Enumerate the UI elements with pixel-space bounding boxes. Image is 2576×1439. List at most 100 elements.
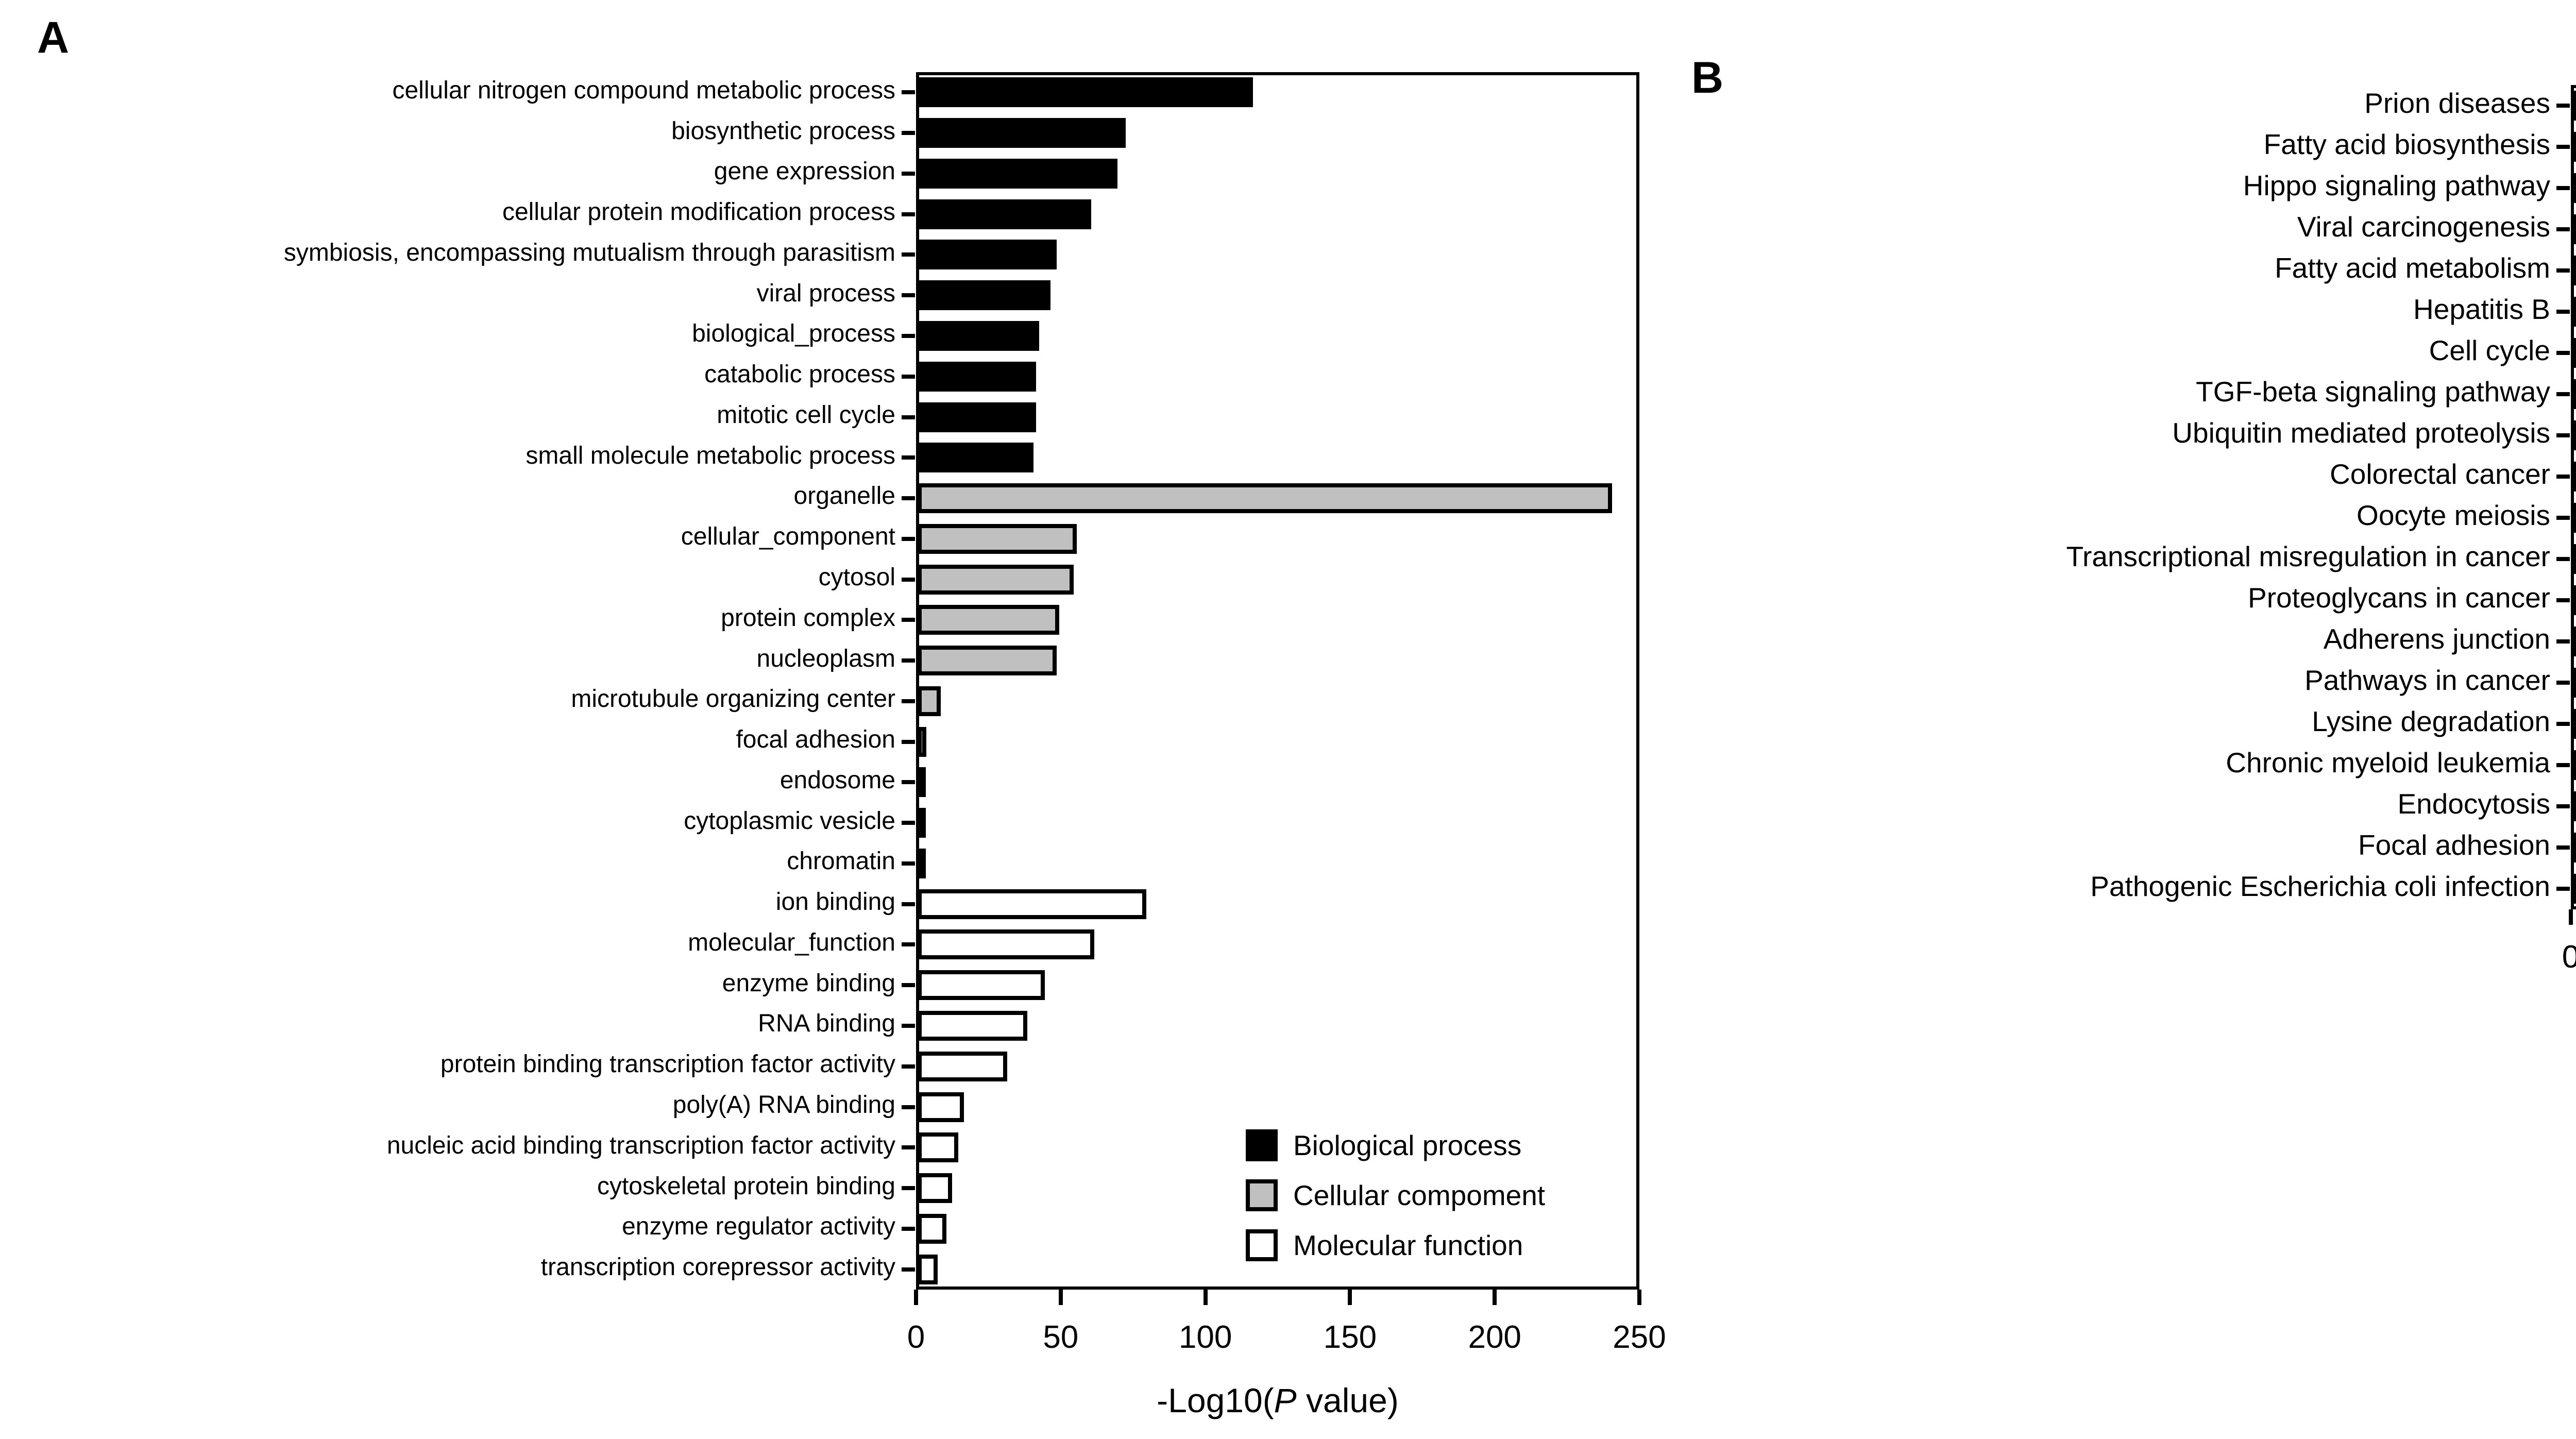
panel-a-bar <box>918 646 1057 676</box>
panel-a-ytick <box>902 821 915 825</box>
panel-b-ytick <box>2556 351 2570 355</box>
panel-a-x-axis-label: -Log10(P value) <box>1157 1381 1399 1419</box>
panel-a-bar <box>918 848 926 878</box>
panel-a-ytick <box>902 496 915 501</box>
panel-b-bar <box>2572 668 2576 698</box>
panel-b-category-label: Cell cycle <box>2429 334 2550 367</box>
panel-a-category-label: transcription corepressor activity <box>540 1254 895 1281</box>
panel-a-category-label: microtubule organizing center <box>571 685 895 713</box>
panel-a-category-label: symbiosis, encompassing mutualism throug… <box>283 239 895 266</box>
panel-a-category-label: cytoplasmic vesicle <box>684 807 895 835</box>
panel-a-xtick-label: 200 <box>1468 1319 1521 1355</box>
panel-b-ytick <box>2556 186 2570 190</box>
panel-b-ytick <box>2556 475 2570 479</box>
panel-a-xtick <box>1493 1290 1497 1305</box>
panel-a-category-label: protein complex <box>721 604 895 632</box>
panel-a-xtick <box>914 1290 918 1305</box>
panel-b-category-label: Colorectal cancer <box>2330 458 2550 490</box>
panel-b-category-label: Proteoglycans in cancer <box>2248 582 2550 614</box>
panel-a-bar <box>918 970 1045 1001</box>
panel-a-category-label: enzyme binding <box>722 969 895 997</box>
panel-b-xtick-label: 0 <box>2562 939 2576 975</box>
panel-a-ytick <box>902 577 915 582</box>
panel-a-category-label: ion binding <box>775 888 895 916</box>
panel-a-ytick <box>902 333 915 338</box>
panel-a-bar <box>918 929 1094 960</box>
panel-a-bar <box>918 564 1074 595</box>
panel-a-xtick-label: 150 <box>1323 1319 1377 1355</box>
panel-b-bar <box>2572 256 2576 285</box>
panel-b-bar <box>2572 297 2576 327</box>
panel-b-category-label: Transcriptional misregulation in cancer <box>2066 540 2551 573</box>
panel-a-category-label: organelle <box>793 482 895 510</box>
legend-label-2: Cellular compoment <box>1293 1179 1546 1211</box>
panel-a-bar <box>918 240 1057 270</box>
panel-a-xtick <box>1637 1290 1641 1305</box>
panel-a-ytick <box>902 171 915 176</box>
panel-a-ytick <box>902 983 915 988</box>
panel-a-xtick-label: 50 <box>1043 1319 1079 1355</box>
panel-a-category-label: cellular_component <box>681 523 895 551</box>
panel-a-bar <box>918 158 1117 189</box>
panel-a-bar <box>918 280 1051 311</box>
panel-a-ytick <box>902 1024 915 1028</box>
panel-b-category-label: Hippo signaling pathway <box>2243 170 2550 202</box>
panel-a-bar <box>918 77 1253 108</box>
panel-a-bar <box>918 1132 958 1163</box>
panel-a-category-label: RNA binding <box>758 1010 895 1038</box>
panel-b-category-label: Focal adhesion <box>2358 829 2550 861</box>
panel-a-ytick <box>902 1105 915 1109</box>
panel-a-xtick <box>1348 1290 1352 1305</box>
panel-a-ytick <box>902 658 915 663</box>
panel-a-letter: A <box>37 13 70 62</box>
panel-b-bar <box>2572 585 2576 615</box>
panel-a-category-label: protein binding transcription factor act… <box>440 1051 895 1078</box>
panel-a-bar <box>918 767 926 798</box>
panel-b-bar <box>2572 379 2576 409</box>
panel-a-category-label: cellular protein modification process <box>502 198 895 226</box>
panel-a-bar <box>918 605 1060 635</box>
panel-a-bar <box>918 686 941 716</box>
panel-b-xtick <box>2569 909 2573 925</box>
panel-a-category-label: biosynthetic process <box>671 117 895 145</box>
panel-b-category-label: Pathways in cancer <box>2304 664 2550 697</box>
panel-a-ytick <box>902 455 915 460</box>
panel-b-bar <box>2572 874 2576 904</box>
panel-b-category-label: Endocytosis <box>2397 788 2550 820</box>
panel-a-category-label: mitotic cell cycle <box>717 401 895 429</box>
panel-a-ytick <box>902 942 915 947</box>
panel-a-category-label: focal adhesion <box>736 726 895 754</box>
panel-a-ytick <box>902 293 915 298</box>
panel-a-ytick <box>902 1226 915 1231</box>
panel-a-category-label: molecular_function <box>688 928 895 956</box>
panel-a-ytick <box>902 1186 915 1191</box>
panel-a-ytick <box>902 252 915 257</box>
panel-b-ytick <box>2556 598 2570 602</box>
panel-a-bar <box>918 320 1039 351</box>
panel-b-ytick <box>2556 227 2570 231</box>
panel-a-bar <box>918 726 926 757</box>
panel-b-bar <box>2572 627 2576 656</box>
panel-b-ytick <box>2556 557 2570 561</box>
panel-a-bar <box>918 889 1146 919</box>
panel-b-ytick <box>2556 722 2570 726</box>
panel-a-ytick <box>902 618 915 622</box>
panel-b-category-label: Fatty acid biosynthesis <box>2263 128 2550 161</box>
panel-b-bar <box>2572 750 2576 780</box>
panel-b-letter: B <box>1691 53 1724 103</box>
panel-b-category-label: Hepatitis B <box>2413 293 2550 326</box>
legend-label-3: Molecular function <box>1293 1229 1523 1261</box>
panel-a-bar <box>918 1173 953 1204</box>
panel-a-ytick <box>902 374 915 379</box>
panel-a-bar <box>918 808 926 838</box>
panel-a-category-label: poly(A) RNA binding <box>672 1091 895 1119</box>
panel-a-ytick <box>902 1064 915 1069</box>
panel-a-bar <box>918 1051 1008 1081</box>
panel-a-ytick <box>902 536 915 541</box>
panel-b-ytick <box>2556 433 2570 437</box>
panel-a-ytick <box>902 1145 915 1150</box>
panel-b-bar <box>2572 833 2576 862</box>
panel-a-category-label: cytosol <box>818 564 895 591</box>
panel-a-ytick <box>902 212 915 216</box>
